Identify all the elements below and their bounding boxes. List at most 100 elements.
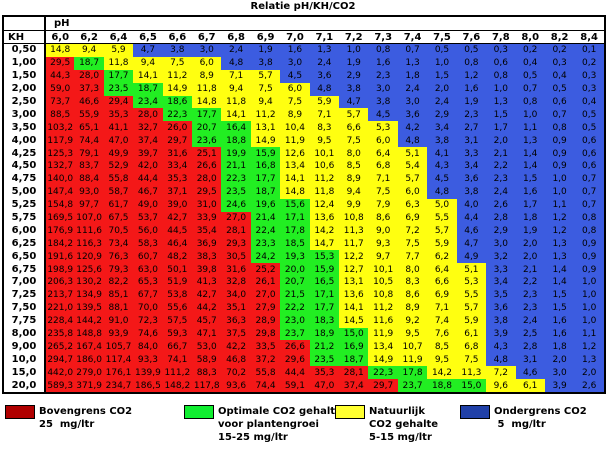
co2-cell: 3,4 xyxy=(486,276,516,289)
co2-cell: 0,3 xyxy=(486,43,516,57)
co2-cell: 228,4 xyxy=(45,314,75,328)
co2-cell: 29,7 xyxy=(162,134,193,148)
co2-cell: 7,6 xyxy=(427,327,457,341)
co2-cell: 50,1 xyxy=(162,263,193,277)
co2-cell: 265,2 xyxy=(45,340,75,354)
co2-cell: 29,8 xyxy=(250,327,281,341)
table-row: 5,00 147,4 93,0 58,7 46,7 37,1 29,5 23,5 18,7 14,… xyxy=(4,185,604,199)
co2-cell: 70,2 xyxy=(221,366,251,380)
co2-cell: 2,6 xyxy=(574,379,604,393)
co2-cell: 5,9 xyxy=(456,314,487,328)
co2-cell: 132,7 xyxy=(45,160,75,173)
co2-cell: 14,9 xyxy=(162,82,193,96)
co2-cell: 23,0 xyxy=(280,314,310,328)
co2-cell: 8,5 xyxy=(339,160,369,173)
co2-cell: 97,7 xyxy=(74,198,104,212)
co2-cell: 65,1 xyxy=(74,121,104,135)
co2-cell: 26,0 xyxy=(162,121,193,135)
co2-cell: 42,7 xyxy=(192,288,222,302)
co2-cell: 2,3 xyxy=(486,172,516,186)
co2-cell: 2,7 xyxy=(456,121,487,135)
co2-cell: 167,4 xyxy=(74,340,104,354)
co2-cell: 37,1 xyxy=(162,185,193,199)
co2-cell: 111,2 xyxy=(162,366,193,380)
co2-cell: 9,4 xyxy=(133,56,163,70)
co2-cell: 125,3 xyxy=(45,147,75,161)
co2-cell: 148,2 xyxy=(162,379,193,393)
kh-row-header: 6,00 xyxy=(4,224,46,238)
co2-cell: 8,9 xyxy=(397,301,428,315)
co2-cell: 20,0 xyxy=(280,263,310,277)
co2-cell: 234,7 xyxy=(103,379,134,393)
co2-cell: 2,3 xyxy=(456,108,487,122)
co2-cell: 4,0 xyxy=(456,198,487,212)
ph-column-header: 8,2 xyxy=(544,30,575,44)
co2-cell: 46,8 xyxy=(221,353,251,367)
co2-cell: 13,1 xyxy=(250,121,281,135)
co2-cell: 17,8 xyxy=(280,224,310,238)
co2-cell: 88,5 xyxy=(45,108,75,122)
co2-cell: 3,0 xyxy=(544,366,575,380)
co2-cell: 28,1 xyxy=(221,224,251,238)
co2-cell: 93,6 xyxy=(221,379,251,393)
co2-cell: 6,8 xyxy=(368,160,398,173)
co2-cell: 42,2 xyxy=(221,340,251,354)
co2-cell: 3,8 xyxy=(427,134,457,148)
co2-cell: 9,5 xyxy=(309,134,340,148)
corner xyxy=(4,17,46,31)
co2-cell: 2,2 xyxy=(486,160,516,173)
co2-cell: 1,7 xyxy=(486,121,516,135)
co2-cell: 1,4 xyxy=(544,263,575,277)
co2-cell: 18,7 xyxy=(74,56,104,70)
kh-row-header: 7,75 xyxy=(4,314,46,328)
legend-swatch xyxy=(460,405,490,419)
co2-cell: 4,8 xyxy=(397,134,428,148)
co2-cell: 0,5 xyxy=(544,82,575,96)
co2-cell: 58,9 xyxy=(192,353,222,367)
co2-cell: 1,8 xyxy=(397,69,428,83)
co2-cell: 4,3 xyxy=(427,160,457,173)
co2-cell: 19,6 xyxy=(250,198,281,212)
co2-cell: 14,8 xyxy=(280,185,310,199)
co2-cell: 7,5 xyxy=(397,237,428,251)
co2-cell: 7,2 xyxy=(486,366,516,380)
table-row: 5,75 169,5 107,0 67,5 53,7 42,7 33,9 27,0 21,4 17… xyxy=(4,211,604,225)
co2-cell: 3,8 xyxy=(486,314,516,328)
table-row: 9,00 265,2 167,4 105,7 84,0 66,7 53,0 42,2 33,5 2… xyxy=(4,340,604,354)
co2-cell: 6,1 xyxy=(456,327,487,341)
co2-cell: 5,1 xyxy=(456,263,487,277)
co2-cell: 0,7 xyxy=(574,198,604,212)
ph-column-header: 7,0 xyxy=(280,30,310,44)
co2-cell: 2,9 xyxy=(339,69,369,83)
co2-cell: 0,8 xyxy=(456,56,487,70)
co2-cell: 47,0 xyxy=(309,379,340,393)
co2-cell: 31,6 xyxy=(162,147,193,161)
co2-cell: 0,3 xyxy=(544,56,575,70)
co2-cell: 13,6 xyxy=(309,211,340,225)
co2-cell: 41,1 xyxy=(103,121,134,135)
co2-cell: 5,1 xyxy=(397,147,428,161)
co2-cell: 1,4 xyxy=(544,276,575,289)
co2-cell: 11,8 xyxy=(221,95,251,109)
co2-cell: 36,3 xyxy=(221,314,251,328)
co2-cell: 1,1 xyxy=(574,327,604,341)
co2-cell: 27,0 xyxy=(250,288,281,302)
co2-cell: 53,8 xyxy=(162,288,193,302)
co2-cell: 8,9 xyxy=(280,108,310,122)
co2-cell: 2,4 xyxy=(309,56,340,70)
co2-cell: 1,8 xyxy=(515,211,545,225)
co2-cell: 7,5 xyxy=(339,134,369,148)
co2-cell: 191,6 xyxy=(45,250,75,264)
co2-cell: 1,9 xyxy=(339,56,369,70)
co2-cell: 4,8 xyxy=(486,353,516,367)
co2-cell: 0,8 xyxy=(486,69,516,83)
co2-cell: 9,3 xyxy=(368,237,398,251)
co2-cell: 14,7 xyxy=(309,237,340,251)
co2-cell: 6,4 xyxy=(427,263,457,277)
co2-cell: 0,6 xyxy=(574,160,604,173)
co2-cell: 0,8 xyxy=(574,211,604,225)
co2-cell: 72,3 xyxy=(133,314,163,328)
co2-cell: 117,9 xyxy=(45,134,75,148)
co2-cell: 6,9 xyxy=(427,288,457,302)
co2-cell: 17,7 xyxy=(103,69,134,83)
